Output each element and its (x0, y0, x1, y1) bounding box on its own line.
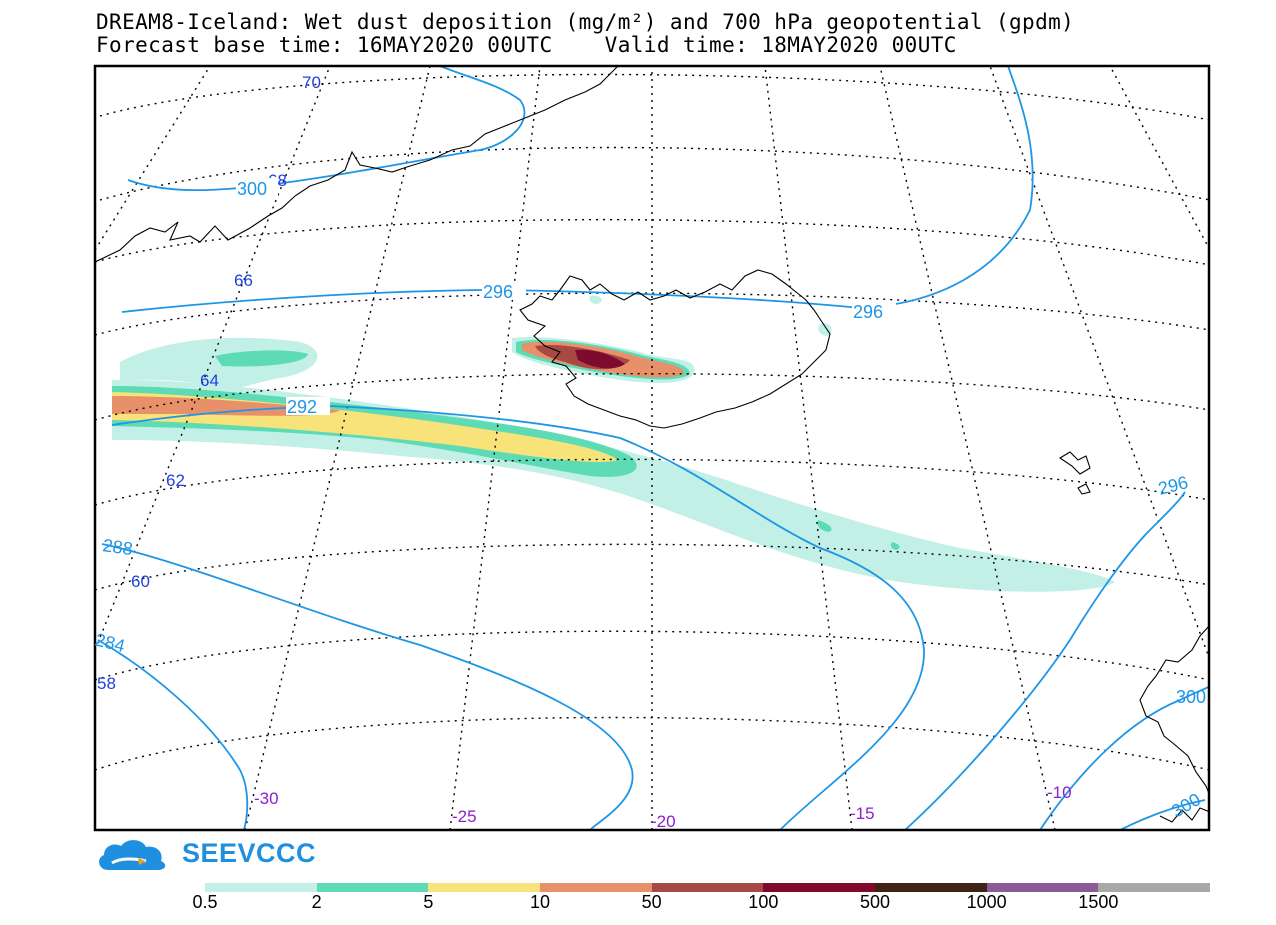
map-title: DREAM8-Iceland: Wet dust deposition (mg/… (96, 10, 1075, 34)
legend-swatch (316, 883, 429, 892)
legend-tick-label: 100 (748, 892, 779, 912)
contour-label-300-north: 300 (237, 179, 267, 199)
contour-label-292: 292 (287, 397, 317, 417)
contour-label-296-east: 296 (853, 302, 883, 322)
scotland-coast (1139, 625, 1209, 795)
lat-label-62: 62 (166, 471, 185, 490)
greenland-coast (95, 66, 619, 263)
faroe-islands (1058, 451, 1091, 495)
legend-swatch (763, 883, 876, 892)
dust-deposition-field (112, 295, 1115, 592)
legend-tick-label: 500 (859, 892, 891, 912)
map-subtitle-times: Forecast base time: 16MAY2020 00UTC Vali… (96, 33, 957, 57)
lon-label-10w: -10 (1047, 783, 1072, 802)
map-frame (93, 64, 1211, 832)
lon-label-20w: -20 (651, 812, 676, 831)
legend-swatch (540, 883, 652, 892)
legend-tick-label: 1500 (1078, 892, 1119, 912)
legend-tick-label: 2 (311, 892, 322, 912)
graticule (95, 66, 1209, 830)
lat-label-58: 58 (97, 674, 116, 693)
legend-swatch (205, 883, 317, 892)
lon-label-25w: -25 (452, 807, 477, 826)
ireland-coast (1159, 807, 1209, 823)
legend-tick-label: 5 (423, 892, 434, 912)
iceland-coast (519, 269, 831, 429)
legend-tick-label: 10 (529, 892, 551, 912)
lat-label-64: 64 (200, 371, 219, 390)
legend-tick-labels: 0.5 2 5 10 50 100 500 1000 1500 (0, 892, 1276, 918)
lat-label-70: 70 (302, 73, 321, 92)
contour-label-284: 284 (93, 629, 127, 656)
lon-label-15w: -15 (850, 804, 875, 823)
legend-swatch (875, 883, 987, 892)
cloud-logo-icon (99, 840, 166, 870)
legend-swatch (428, 883, 541, 892)
coastlines (95, 66, 1209, 823)
legend-tick-label: 1000 (966, 892, 1007, 912)
legend-tick-label: 50 (641, 892, 662, 912)
lon-label-30w: -30 (254, 789, 279, 808)
contour-label-288: 288 (101, 535, 134, 559)
seevccc-logo-text: SEEVCCC (182, 838, 317, 868)
contour-label-296-southeast: 296 (1156, 472, 1190, 499)
lat-label-60: 60 (131, 572, 150, 591)
legend-swatch (651, 883, 764, 892)
legend-swatch (986, 883, 1099, 892)
legend-colorbar (205, 883, 1211, 892)
contour-label-300-south: 300 (1168, 789, 1204, 821)
lat-label-66: 66 (234, 271, 253, 290)
legend-swatch (1098, 883, 1211, 892)
contour-label-300-scotland: 300 (1176, 687, 1206, 707)
legend-tick-label: 0.5 (192, 892, 218, 912)
contour-label-296-iceland: 296 (483, 282, 513, 302)
